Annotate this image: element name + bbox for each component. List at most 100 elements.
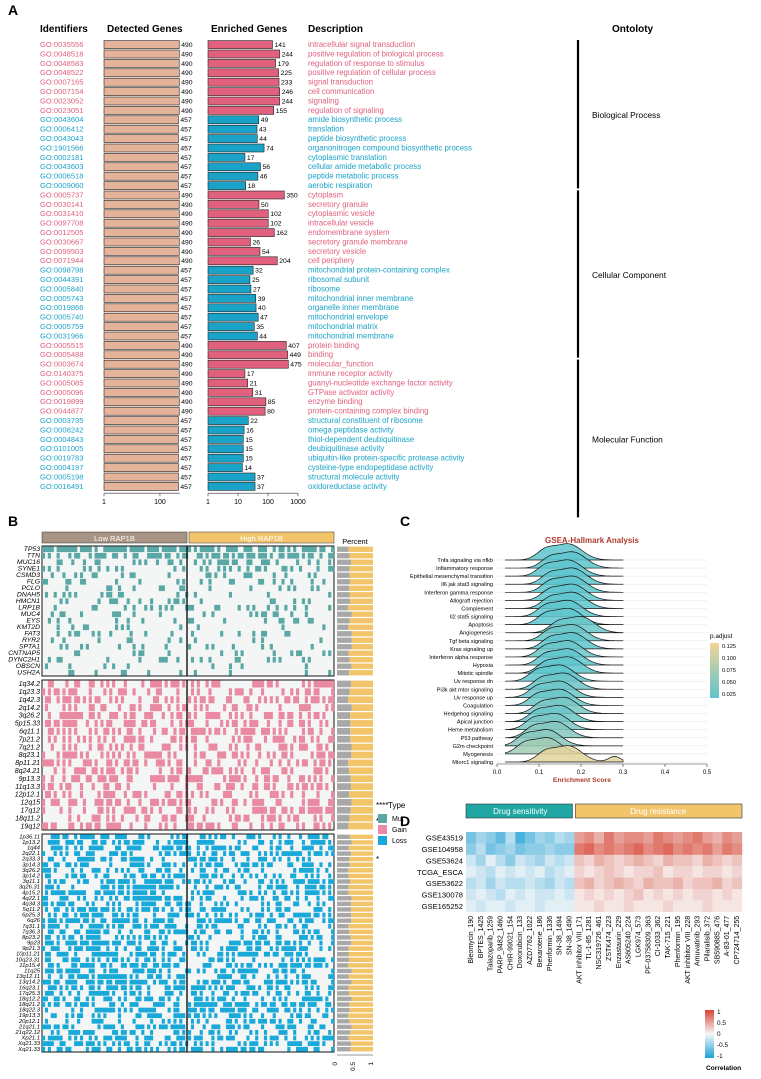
alteration-cell xyxy=(132,862,136,868)
alteration-cell xyxy=(71,1030,75,1035)
alteration-cell xyxy=(307,806,311,814)
alteration-cell xyxy=(71,890,75,896)
heatmap-cell xyxy=(594,866,605,878)
alteration-cell xyxy=(77,974,81,979)
heatmap-cell xyxy=(515,854,526,867)
percent-bar-low xyxy=(337,775,351,783)
alteration-cell xyxy=(152,884,157,890)
alteration-cell xyxy=(234,751,238,759)
alteration-cell xyxy=(167,1018,171,1024)
alteration-cell xyxy=(47,735,51,743)
alteration-cell xyxy=(199,873,203,879)
heatmap-cell xyxy=(682,900,693,912)
alteration-cell xyxy=(68,663,72,670)
gene-label: 13q12.11 xyxy=(16,974,40,980)
alteration-cell xyxy=(158,974,162,979)
alteration-cell xyxy=(74,688,78,696)
alteration-cell xyxy=(196,624,200,631)
alteration-cell xyxy=(132,790,136,799)
percent-bar-low xyxy=(337,743,352,751)
alteration-cell xyxy=(65,578,69,585)
alteration-cell xyxy=(91,1002,95,1007)
alteration-cell xyxy=(307,884,311,890)
alteration-cell xyxy=(269,814,273,822)
alteration-cell xyxy=(214,572,218,579)
gene-label: 18q11.2 xyxy=(15,815,40,822)
percent-bar-high xyxy=(349,579,373,585)
alteration-cell xyxy=(120,974,124,979)
gene-label: 8q24.21 xyxy=(15,768,40,775)
alteration-cell xyxy=(246,1035,250,1041)
go-id: GO:0005740 xyxy=(40,313,84,322)
alteration-cell xyxy=(301,552,305,559)
alteration-cell xyxy=(255,1030,259,1035)
alteration-cell xyxy=(190,790,195,799)
alteration-cell xyxy=(138,895,142,901)
heatmap-cell xyxy=(544,877,555,890)
percent-bar-high xyxy=(350,935,373,940)
alteration-cell xyxy=(313,822,317,830)
alteration-cell xyxy=(313,798,317,806)
alteration-cell xyxy=(82,918,86,924)
alteration-cell xyxy=(42,996,46,1002)
alteration-cell xyxy=(144,918,148,924)
legend-swatch xyxy=(378,814,387,823)
alteration-cell xyxy=(237,735,241,743)
alteration-cell xyxy=(179,845,183,851)
alteration-cell xyxy=(132,890,136,896)
alteration-cell xyxy=(261,643,265,650)
detected-bar xyxy=(103,378,180,388)
x-tick-label: 0.2 xyxy=(577,770,586,776)
alteration-cell xyxy=(74,680,78,688)
alteration-cell xyxy=(132,735,136,743)
alteration-cell xyxy=(164,790,168,799)
percent-bar-high xyxy=(349,834,373,839)
alteration-cell xyxy=(53,946,57,951)
alteration-cell xyxy=(106,946,110,951)
alteration-cell xyxy=(319,907,323,912)
alteration-cell xyxy=(88,1030,92,1035)
percent-bar-high xyxy=(349,856,373,862)
alteration-cell xyxy=(173,680,177,688)
alteration-cell xyxy=(246,572,250,579)
alteration-cell xyxy=(316,839,320,845)
alteration-cell xyxy=(231,735,235,743)
alteration-cell xyxy=(71,546,75,553)
detected-bar xyxy=(103,322,179,331)
enriched-bar xyxy=(207,162,261,172)
heatmap-cell xyxy=(535,843,546,855)
alteration-cell xyxy=(202,979,206,985)
alteration-cell xyxy=(179,873,183,879)
alteration-cell xyxy=(228,669,232,676)
alteration-cell xyxy=(144,759,148,767)
alteration-cell xyxy=(62,929,66,935)
go-id: GO:0003674 xyxy=(40,360,84,369)
alteration-cell xyxy=(138,985,142,991)
detected-count: 490 xyxy=(181,51,193,58)
alteration-cell xyxy=(103,974,107,979)
alteration-cell xyxy=(290,946,294,951)
percent-bar-high xyxy=(348,759,373,767)
alteration-cell xyxy=(281,1002,285,1007)
alteration-cell xyxy=(263,559,268,566)
alteration-cell xyxy=(106,751,110,759)
alteration-cell xyxy=(310,918,314,924)
pathway-label: Mitotic spindle xyxy=(458,671,493,677)
alteration-cell xyxy=(91,704,95,712)
legend-title: Type xyxy=(388,801,406,810)
alteration-cell xyxy=(243,1002,247,1007)
alteration-cell xyxy=(199,867,203,873)
detected-bar xyxy=(103,425,179,435)
alteration-cell xyxy=(231,1013,235,1019)
alteration-cell xyxy=(211,996,215,1002)
alteration-cell xyxy=(275,907,279,912)
alteration-cell xyxy=(106,783,110,791)
detected-bar xyxy=(103,482,179,491)
alteration-cell xyxy=(74,767,78,775)
enriched-count: 18 xyxy=(248,183,256,190)
alteration-cell xyxy=(106,680,110,688)
heatmap-cell xyxy=(673,854,684,867)
alteration-cell xyxy=(170,546,174,553)
alteration-cell xyxy=(246,862,250,868)
heatmap-cell xyxy=(535,900,546,912)
